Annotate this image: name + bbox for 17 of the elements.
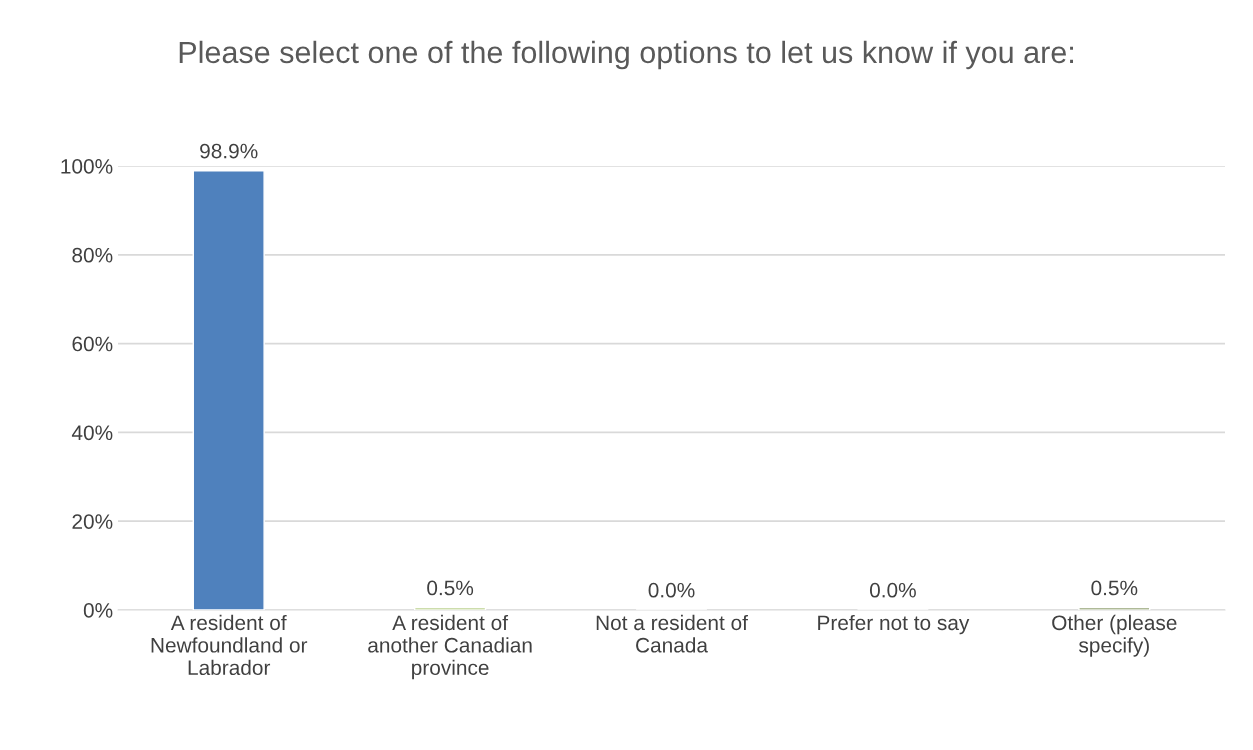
y-tick-label: 0% xyxy=(83,603,113,618)
data-label: 0.5% xyxy=(427,580,474,596)
x-tick-label: A resident of Newfoundland or Labrador xyxy=(151,614,308,676)
chart-title: Please select one of the following options to let us know if you are: xyxy=(179,40,1073,70)
data-label: 0.0% xyxy=(648,582,695,598)
x-tick-label: Other (please specify) xyxy=(1052,614,1177,657)
x-tick-label: Prefer not to say xyxy=(818,614,970,635)
data-label: 0.0% xyxy=(869,582,916,598)
data-label: 0.5% xyxy=(1091,580,1138,596)
y-tick-label: 20% xyxy=(72,514,113,529)
y-tick-label: 100% xyxy=(61,159,113,174)
data-label: 98.9% xyxy=(200,143,258,159)
y-tick-label: 80% xyxy=(72,247,113,263)
x-tick-label: Not a resident of Canada xyxy=(596,614,748,653)
y-tick-label: 40% xyxy=(71,425,113,441)
x-tick-label: A resident of another Canadian province xyxy=(368,614,532,680)
y-tick-label: 60% xyxy=(72,336,113,352)
